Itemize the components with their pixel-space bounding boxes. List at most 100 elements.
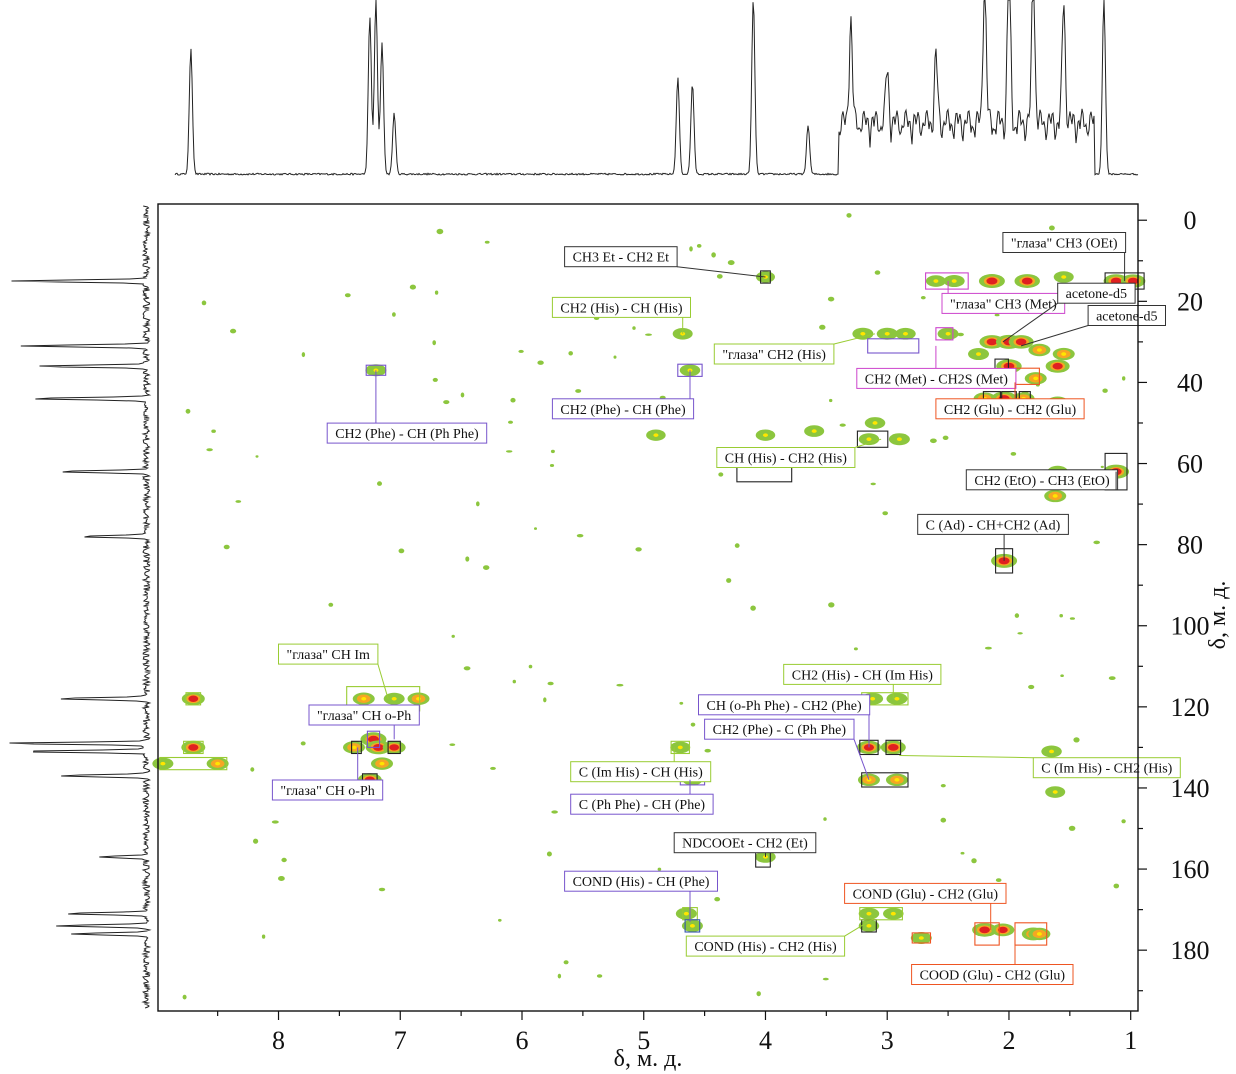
annotation-box — [551, 398, 695, 420]
peak-box — [974, 922, 1000, 946]
noise-spot — [201, 300, 207, 306]
x-tick-label: 3 — [881, 1026, 894, 1055]
noise-spot — [690, 722, 696, 727]
annotation-box — [673, 832, 817, 854]
annotation-label: NDCOOEt - CH2 (Et) — [682, 837, 808, 852]
noise-spot — [261, 934, 266, 939]
x-tick-label: 2 — [1002, 1026, 1015, 1055]
y-tick-label: 20 — [1177, 287, 1203, 316]
cross-peak-center — [1049, 749, 1055, 754]
noise-spot — [632, 326, 636, 330]
x-tick-label: 4 — [759, 1026, 772, 1055]
cross-peak-center — [894, 778, 900, 782]
noise-spot — [734, 543, 740, 548]
cross-peak-center — [896, 437, 902, 442]
cross-peak-center — [951, 279, 957, 283]
cross-peak — [978, 274, 1005, 289]
cross-peak-center — [416, 696, 422, 701]
cross-peak-core — [1015, 338, 1027, 346]
noise-spot — [704, 748, 711, 753]
y-tick-label: 120 — [1171, 693, 1210, 722]
y-tick-label: 140 — [1171, 774, 1210, 803]
annotation-leader — [844, 917, 876, 937]
annotation: "глаза" CH3 (OEt) — [1002, 232, 1127, 282]
noise-spot — [543, 697, 547, 703]
annotation-label: C (Ph Phe) - CH (Phe) — [579, 798, 706, 813]
annotation-label: CH2 (His) - CH (Im His) — [792, 668, 933, 683]
y-tick-label: 0 — [1184, 206, 1197, 235]
noise-spot — [484, 240, 490, 244]
noise-spot — [512, 679, 516, 684]
noise-spot — [994, 313, 1000, 317]
cross-peak — [1045, 359, 1070, 373]
noise-spot — [839, 423, 846, 427]
noise-spot — [984, 646, 992, 650]
cross-peak-center — [866, 437, 872, 442]
peak-box — [856, 430, 889, 448]
noise-spot — [551, 810, 558, 814]
annotation-label: CH (His) - CH2 (His) — [725, 451, 847, 466]
cross-peak-center — [860, 331, 866, 336]
cross-peak — [1008, 335, 1034, 349]
cross-peak — [181, 692, 205, 706]
x-tick-label: 1 — [1124, 1026, 1137, 1055]
noise-spot — [679, 701, 684, 705]
noise-spot — [255, 455, 259, 458]
annotation: CH2 (His) - CH (His) — [551, 296, 692, 334]
noise-spot — [328, 602, 334, 607]
cross-peak-core — [389, 744, 400, 751]
annotation-label: "глаза" CH o-Ph — [317, 709, 411, 724]
cross-peak — [670, 741, 691, 754]
annotation-leader — [1020, 325, 1089, 347]
noise-spot — [995, 878, 1002, 882]
peak-box — [185, 692, 202, 706]
noise-spot — [518, 349, 524, 353]
cross-peak-center — [872, 421, 878, 425]
annotation-box — [716, 447, 856, 468]
annotation-box — [570, 793, 714, 815]
annotation: CH3 Et - CH2 Et — [564, 246, 766, 278]
noise-spot — [508, 420, 513, 424]
cross-peak — [864, 417, 886, 429]
cross-peak-center — [1036, 348, 1042, 352]
y-tick-label: 160 — [1171, 855, 1210, 884]
annotation-label: COOD (Glu) - CH2 (Glu) — [920, 969, 1066, 984]
cross-peak-center — [933, 279, 939, 283]
cross-peak-center — [653, 433, 659, 437]
annotation-label: COND (His) - CH (Phe) — [573, 875, 710, 890]
annotation-box — [1002, 232, 1127, 253]
cross-peak — [1024, 372, 1047, 385]
annotation-label: CH2 (EtO) - CH3 (EtO) — [974, 474, 1110, 489]
cross-peak-center — [866, 911, 872, 916]
noise-spot — [1069, 617, 1075, 620]
noise-spot — [563, 960, 569, 965]
annotation-leader — [377, 663, 389, 699]
annotation-box — [308, 704, 420, 726]
noise-spot — [657, 867, 662, 871]
peak-box — [859, 907, 903, 921]
cross-peak — [852, 327, 874, 340]
noise-spot — [1121, 819, 1126, 824]
cross-peak — [880, 740, 906, 755]
annotation-box — [713, 343, 835, 365]
noise-spot — [235, 500, 242, 503]
cross-peak — [858, 919, 880, 932]
noise-spot — [971, 858, 977, 864]
noise-spot — [185, 408, 191, 414]
cross-peak-center — [976, 352, 982, 356]
annotation: acetone-d5 — [1020, 305, 1166, 347]
y-axis-ticks: 0 20 40 60 80 100 120 140 160 180 — [1138, 206, 1210, 992]
noise-spot — [432, 377, 438, 382]
noise-spot — [870, 482, 876, 486]
cross-peak-center — [373, 368, 379, 373]
noise-spot — [920, 296, 926, 300]
noise-spot — [377, 481, 382, 486]
cross-peak-center — [379, 761, 385, 766]
annotation-label: "глаза" CH3 (OEt) — [1011, 237, 1118, 252]
peak-box — [935, 327, 954, 341]
annotation: "глаза" CH2 (His) — [713, 333, 876, 365]
peak-box — [911, 932, 932, 944]
noise-spot — [281, 857, 287, 863]
annotation: CH (o-Ph Phe) - CH2 (Phe) — [698, 694, 871, 748]
noise-spot — [960, 851, 965, 855]
